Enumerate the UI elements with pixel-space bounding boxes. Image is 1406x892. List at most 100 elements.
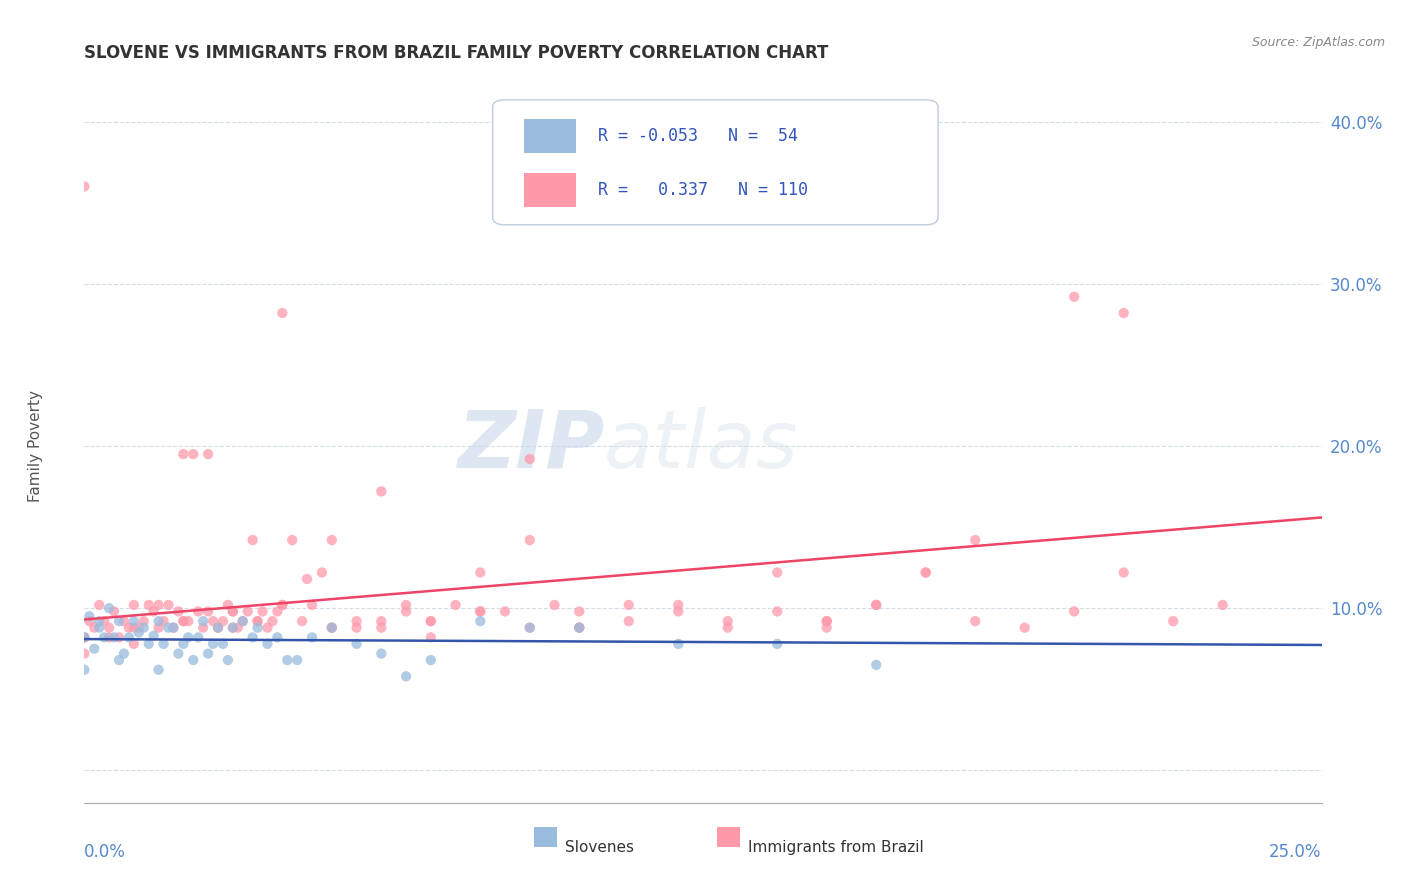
Point [187, 631, 209, 645]
Point [346, 637, 368, 651]
Point [108, 614, 131, 628]
Point [311, 566, 333, 580]
Point [717, 614, 740, 628]
Point [197, 604, 219, 618]
Point [519, 533, 541, 547]
Point [103, 631, 125, 645]
Point [301, 631, 323, 645]
Point [172, 614, 194, 628]
Point [568, 621, 591, 635]
Point [246, 614, 269, 628]
Point [519, 452, 541, 467]
Point [494, 604, 516, 618]
Point [271, 598, 294, 612]
Point [914, 566, 936, 580]
Point [568, 604, 591, 618]
Point [79, 614, 101, 628]
Point [181, 447, 204, 461]
Point [222, 604, 245, 618]
Point [217, 598, 239, 612]
Point [217, 653, 239, 667]
Point [321, 621, 343, 635]
Point [128, 621, 150, 635]
Point [73, 631, 96, 645]
Point [965, 614, 987, 628]
Point [187, 604, 209, 618]
Point [157, 598, 180, 612]
Text: R = -0.053   N =  54: R = -0.053 N = 54 [598, 128, 797, 145]
Point [162, 621, 184, 635]
Point [666, 604, 689, 618]
Text: SLOVENE VS IMMIGRANTS FROM BRAZIL FAMILY POVERTY CORRELATION CHART: SLOVENE VS IMMIGRANTS FROM BRAZIL FAMILY… [84, 45, 828, 62]
Point [252, 604, 274, 618]
Point [89, 614, 111, 628]
Point [222, 604, 245, 618]
Point [79, 609, 101, 624]
Point [148, 621, 170, 635]
Point [108, 631, 131, 645]
Y-axis label: Family Poverty: Family Poverty [28, 390, 42, 502]
Point [717, 621, 740, 635]
Point [98, 621, 121, 635]
Point [321, 621, 343, 635]
Point [148, 663, 170, 677]
Point [346, 614, 368, 628]
Point [470, 604, 492, 618]
Point [370, 647, 392, 661]
Point [815, 614, 838, 628]
Text: Slovenes: Slovenes [565, 840, 634, 855]
Point [419, 614, 441, 628]
Point [226, 621, 249, 635]
Point [172, 614, 194, 628]
Point [395, 598, 418, 612]
Text: ZIP: ZIP [457, 407, 605, 485]
Point [232, 614, 254, 628]
Point [112, 647, 135, 661]
Point [470, 614, 492, 628]
Point [271, 598, 294, 612]
FancyBboxPatch shape [523, 120, 575, 153]
Point [122, 637, 145, 651]
Point [256, 637, 278, 651]
Point [395, 604, 418, 618]
Point [112, 614, 135, 628]
Point [197, 647, 219, 661]
Point [212, 614, 235, 628]
Point [470, 566, 492, 580]
Point [815, 621, 838, 635]
Point [321, 621, 343, 635]
Point [766, 604, 789, 618]
Point [246, 621, 269, 635]
Point [142, 604, 165, 618]
Point [207, 621, 229, 635]
Point [914, 566, 936, 580]
Point [301, 598, 323, 612]
Point [815, 614, 838, 628]
Point [346, 621, 368, 635]
Point [271, 306, 294, 320]
Point [128, 625, 150, 640]
Point [118, 621, 141, 635]
Point [73, 647, 96, 661]
Point [419, 631, 441, 645]
Point [865, 598, 887, 612]
Point [148, 598, 170, 612]
Point [73, 179, 96, 194]
Text: R =   0.337   N = 110: R = 0.337 N = 110 [598, 181, 808, 199]
Point [321, 533, 343, 547]
Point [256, 621, 278, 635]
Point [519, 621, 541, 635]
Text: Immigrants from Brazil: Immigrants from Brazil [748, 840, 924, 855]
Point [1063, 290, 1085, 304]
Point [242, 533, 264, 547]
Point [138, 598, 160, 612]
Point [177, 614, 200, 628]
Point [162, 621, 184, 635]
Point [167, 604, 190, 618]
Point [93, 614, 115, 628]
Point [1212, 598, 1234, 612]
Point [118, 631, 141, 645]
FancyBboxPatch shape [523, 173, 575, 207]
Point [202, 614, 225, 628]
Point [103, 604, 125, 618]
